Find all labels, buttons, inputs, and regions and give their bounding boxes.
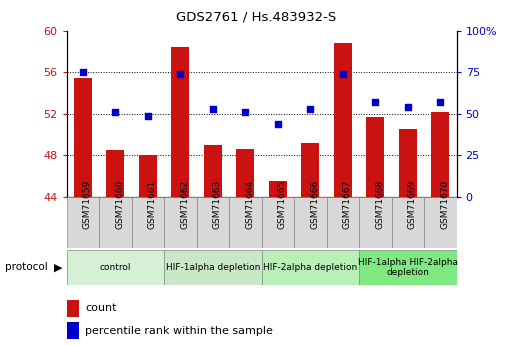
- Point: [306, 106, 314, 112]
- Bar: [107, 150, 124, 197]
- Bar: [262, 250, 359, 285]
- Point: [111, 109, 120, 115]
- Bar: [67, 197, 99, 248]
- Bar: [327, 197, 359, 248]
- Bar: [67, 322, 79, 339]
- Text: GSM71667: GSM71667: [343, 180, 352, 229]
- Text: count: count: [85, 303, 116, 313]
- Bar: [204, 145, 222, 197]
- Point: [176, 71, 185, 77]
- Text: ▶: ▶: [54, 263, 63, 272]
- Bar: [424, 197, 457, 248]
- Bar: [366, 117, 384, 197]
- Bar: [99, 197, 132, 248]
- Text: GSM71664: GSM71664: [245, 180, 254, 229]
- Text: GSM71665: GSM71665: [278, 180, 287, 229]
- Bar: [269, 181, 287, 197]
- Text: GDS2761 / Hs.483932-S: GDS2761 / Hs.483932-S: [176, 10, 337, 23]
- Text: protocol: protocol: [5, 263, 48, 272]
- Text: HIF-1alpha HIF-2alpha
depletion: HIF-1alpha HIF-2alpha depletion: [358, 258, 458, 277]
- Bar: [67, 250, 164, 285]
- Point: [241, 109, 249, 115]
- Point: [144, 113, 152, 118]
- Bar: [294, 197, 327, 248]
- Point: [436, 99, 444, 105]
- Bar: [74, 78, 92, 197]
- Text: GSM71662: GSM71662: [181, 180, 189, 229]
- Bar: [164, 250, 262, 285]
- Bar: [391, 197, 424, 248]
- Text: GSM71661: GSM71661: [148, 180, 157, 229]
- Text: control: control: [100, 263, 131, 272]
- Text: GSM71660: GSM71660: [115, 180, 125, 229]
- Text: GSM71659: GSM71659: [83, 180, 92, 229]
- Bar: [334, 43, 352, 197]
- Bar: [132, 197, 164, 248]
- Point: [79, 70, 87, 75]
- Point: [371, 99, 380, 105]
- Bar: [431, 112, 449, 197]
- Point: [274, 121, 282, 127]
- Bar: [171, 47, 189, 197]
- Bar: [67, 300, 79, 317]
- Bar: [164, 197, 196, 248]
- Bar: [229, 197, 262, 248]
- Bar: [302, 143, 319, 197]
- Text: percentile rank within the sample: percentile rank within the sample: [85, 326, 273, 336]
- Point: [404, 105, 412, 110]
- Point: [339, 71, 347, 77]
- Text: GSM71663: GSM71663: [213, 180, 222, 229]
- Bar: [236, 149, 254, 197]
- Bar: [359, 197, 391, 248]
- Text: GSM71668: GSM71668: [376, 180, 384, 229]
- Text: GSM71669: GSM71669: [408, 180, 417, 229]
- Bar: [359, 250, 457, 285]
- Text: GSM71670: GSM71670: [440, 180, 449, 229]
- Bar: [139, 155, 157, 197]
- Bar: [196, 197, 229, 248]
- Bar: [262, 197, 294, 248]
- Bar: [399, 129, 417, 197]
- Text: GSM71666: GSM71666: [310, 180, 320, 229]
- Text: HIF-1alpha depletion: HIF-1alpha depletion: [166, 263, 260, 272]
- Text: HIF-2alpha depletion: HIF-2alpha depletion: [263, 263, 358, 272]
- Point: [209, 106, 217, 112]
